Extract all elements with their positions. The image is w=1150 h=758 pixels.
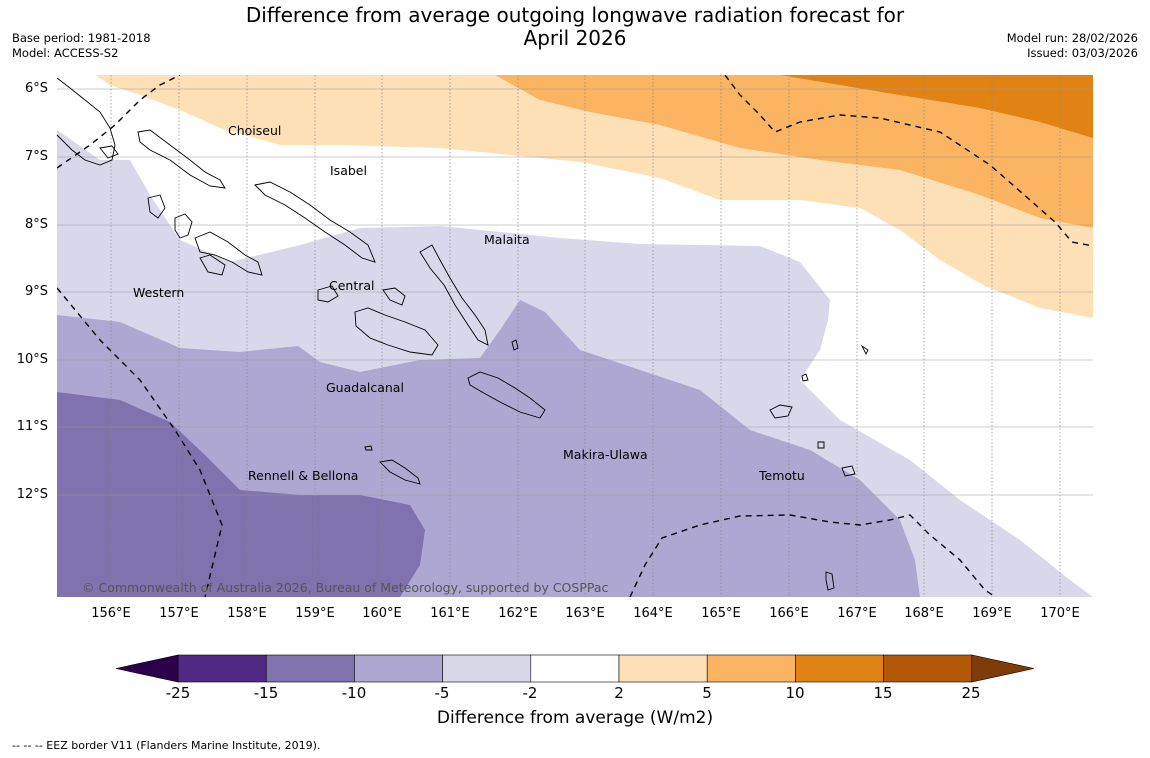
province-label-western: Western <box>133 285 185 300</box>
bougainville-coast <box>56 77 116 166</box>
makira-island <box>467 371 546 419</box>
copyright-text: © Commonwealth of Australia 2026, Bureau… <box>82 580 609 595</box>
lon-label: 169°E <box>972 606 1012 621</box>
lon-label: 165°E <box>701 606 741 621</box>
info-right: Model run: 28/02/2026 Issued: 03/03/2026 <box>1007 31 1138 61</box>
anomaly-field <box>57 75 1093 597</box>
islands <box>56 77 869 591</box>
ulawa-island <box>511 339 519 351</box>
field-plus5 <box>495 75 1093 228</box>
vanikoro-island <box>841 465 856 477</box>
guadalcanal-island <box>354 307 439 356</box>
province-label-malaita: Malaita <box>484 232 530 247</box>
lat-label: 12°S <box>16 487 48 502</box>
model-name: Model: ACCESS-S2 <box>12 46 119 60</box>
colorbar-tick: 25 <box>961 684 981 702</box>
province-label-isabel: Isabel <box>330 163 367 178</box>
lat-label: 7°S <box>24 149 48 164</box>
malaita-island <box>419 244 489 346</box>
info-left: Base period: 1981-2018 Model: ACCESS-S2 <box>12 31 151 61</box>
field-plus10 <box>780 75 1093 138</box>
lon-label: 157°E <box>159 606 199 621</box>
lon-label: 163°E <box>565 606 605 621</box>
rendova <box>199 254 226 276</box>
lon-label: 170°E <box>1040 606 1080 621</box>
base-period: Base period: 1981-2018 <box>12 31 151 45</box>
lon-label: 161°E <box>430 606 470 621</box>
province-label-guadalcanal: Guadalcanal <box>326 380 404 395</box>
lat-label: 11°S <box>16 419 48 434</box>
lon-label: 162°E <box>498 606 538 621</box>
russell-islands <box>382 287 406 306</box>
colorbar-tick: 15 <box>873 684 893 702</box>
colorbar-tick: -25 <box>165 684 191 702</box>
isabel-island <box>254 181 376 263</box>
lat-label: 10°S <box>16 352 48 367</box>
lat-label: 6°S <box>24 81 48 96</box>
bellona-island <box>379 459 421 485</box>
vella-lavella <box>147 194 166 219</box>
colorbar-tick: 5 <box>702 684 712 702</box>
new-georgia-group <box>194 231 263 276</box>
province-label-makira-ulawa: Makira-Ulawa <box>563 447 648 462</box>
lon-label: 164°E <box>633 606 673 621</box>
lon-label: 159°E <box>295 606 335 621</box>
new-georgia <box>174 213 193 239</box>
lon-label: 166°E <box>769 606 809 621</box>
lon-label: 160°E <box>362 606 402 621</box>
ontong-java <box>860 344 869 356</box>
colorbar-tick: -2 <box>522 684 538 702</box>
colorbar-tick: -5 <box>434 684 450 702</box>
title-line-2: April 2026 <box>523 26 627 50</box>
map-title: Difference from average outgoing longwav… <box>0 4 1150 50</box>
lat-label: 9°S <box>24 284 48 299</box>
lon-label: 158°E <box>227 606 267 621</box>
province-label-rennell-bellona: Rennell & Bellona <box>248 468 359 483</box>
lon-label: 167°E <box>837 606 877 621</box>
province-label-temotu: Temotu <box>759 468 805 483</box>
rennell-island <box>364 445 373 451</box>
lon-label: 168°E <box>904 606 944 621</box>
colorbar-tick: -15 <box>253 684 279 702</box>
colorbar-tick: 2 <box>614 684 624 702</box>
colorbar-tick: -10 <box>341 684 367 702</box>
province-label-choiseul: Choiseul <box>228 123 282 138</box>
utupua-island <box>817 441 825 449</box>
santa-cruz-island <box>769 404 793 419</box>
eez-borders <box>57 75 1093 597</box>
lon-label: 156°E <box>91 606 131 621</box>
choiseul-island <box>137 129 226 189</box>
florida-islands <box>317 285 339 303</box>
colorbar-tick: 10 <box>785 684 805 702</box>
title-line-1: Difference from average outgoing longwav… <box>245 3 905 27</box>
colorbar-title: Difference from average (W/m2) <box>436 708 714 728</box>
lat-label: 8°S <box>24 217 48 232</box>
model-run: Model run: 28/02/2026 <box>1006 31 1138 45</box>
graticule <box>57 88 1093 496</box>
province-label-central: Central <box>329 278 375 293</box>
shortland-islands <box>99 145 119 159</box>
duff-islands <box>801 373 809 382</box>
meridians <box>110 75 1061 597</box>
tikopia-island <box>825 571 835 591</box>
eez-footnote: -- -- -- EEZ border V11 (Flanders Marine… <box>12 739 321 752</box>
issued-date: Issued: 03/03/2026 <box>1027 46 1138 60</box>
field-minus15 <box>57 392 425 597</box>
